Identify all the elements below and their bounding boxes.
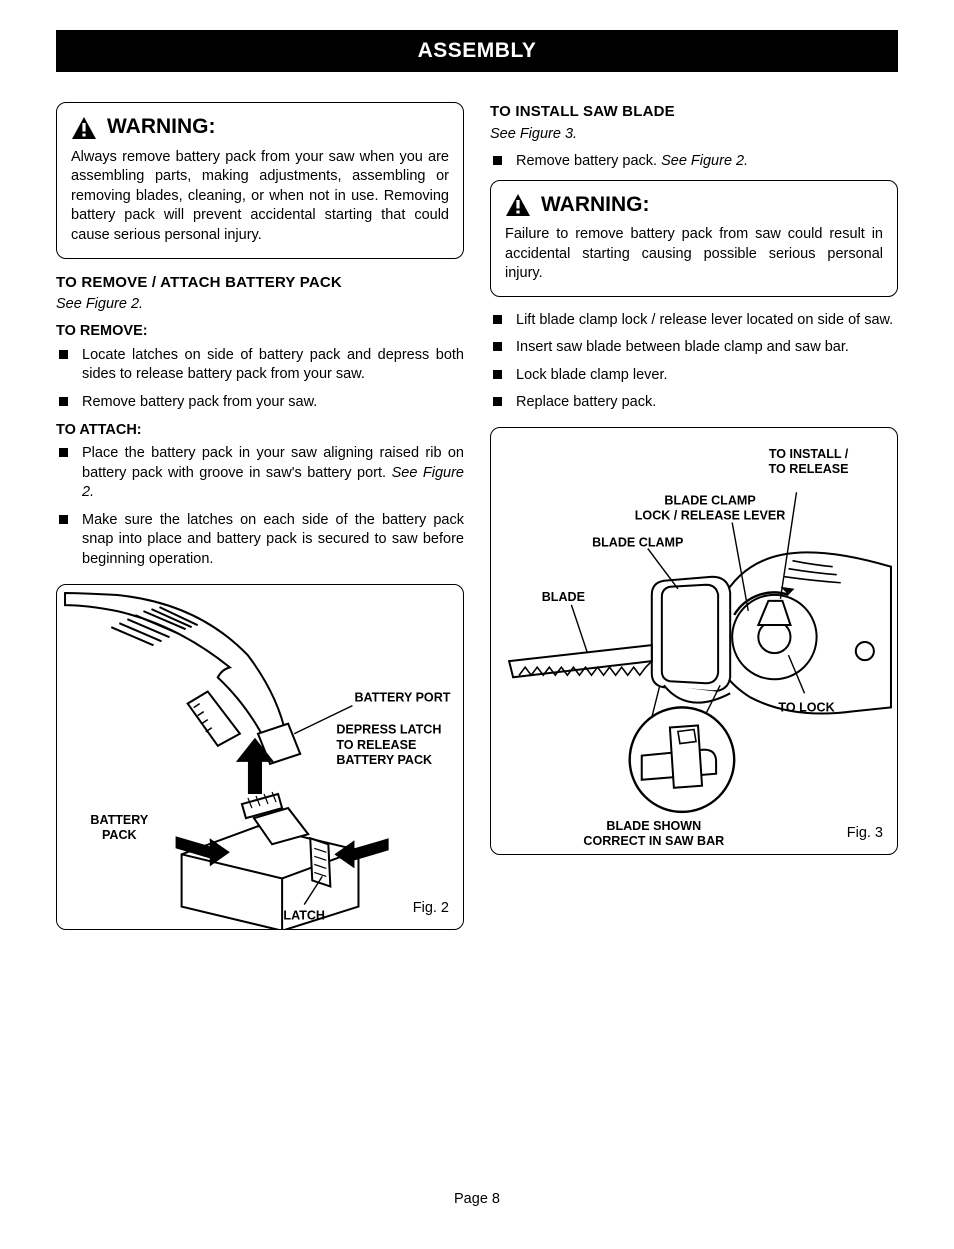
page-number: Page 8 <box>56 1190 898 1210</box>
see-figure-3: See Figure 3. <box>490 125 898 145</box>
label-depress-latch-3: BATTERY PACK <box>336 752 432 766</box>
left-column: WARNING: Always remove battery pack from… <box>56 102 464 929</box>
see-figure-2: See Figure 2. <box>56 295 464 315</box>
label-depress-latch-1: DEPRESS LATCH <box>336 722 441 736</box>
post-warning-list: Lift blade clamp lock / release lever lo… <box>490 311 898 413</box>
section-title-remove-attach: TO REMOVE / ATTACH BATTERY PACK <box>56 273 464 293</box>
warning-triangle-icon <box>505 193 531 217</box>
label-lever-2: LOCK / RELEASE LEVER <box>635 508 786 522</box>
label-depress-latch-2: TO RELEASE <box>336 737 416 751</box>
pre-warning-list: Remove battery pack. See Figure 2. <box>490 152 898 172</box>
figure-3: TO INSTALL / TO RELEASE BLADE CLAMP LOCK… <box>490 427 898 855</box>
label-latch: LATCH <box>283 908 325 922</box>
warning-box-battery: WARNING: Always remove battery pack from… <box>56 102 464 258</box>
label-battery-pack-2: PACK <box>102 828 137 842</box>
label-shown-1: BLADE SHOWN <box>606 819 701 833</box>
section-title-install-blade: TO INSTALL SAW BLADE <box>490 102 898 122</box>
figure-2-svg: BATTERY PORT DEPRESS LATCH TO RELEASE BA… <box>57 585 463 930</box>
warning-header: WARNING: <box>505 191 883 219</box>
label-to-install-2: TO RELEASE <box>769 462 849 476</box>
attach-list: Place the battery pack in your saw align… <box>56 444 464 569</box>
label-blade-clamp: BLADE CLAMP <box>592 536 683 550</box>
subheading-to-remove: TO REMOVE: <box>56 322 464 342</box>
figure-2-caption: Fig. 2 <box>413 899 449 919</box>
list-item: Remove battery pack from your saw. <box>56 393 464 413</box>
warning-body: Failure to remove battery pack from saw … <box>505 225 883 284</box>
list-item: Make sure the latches on each side of th… <box>56 511 464 570</box>
figure-3-caption: Fig. 3 <box>847 824 883 844</box>
remove-list: Locate latches on side of battery pack a… <box>56 346 464 413</box>
label-to-install-1: TO INSTALL / <box>769 447 849 461</box>
label-shown-2: CORRECT IN SAW BAR <box>583 834 724 848</box>
label-blade: BLADE <box>542 590 585 604</box>
list-item: Replace battery pack. <box>490 393 898 413</box>
label-to-lock: TO LOCK <box>778 700 834 714</box>
list-item: Lock blade clamp lever. <box>490 366 898 386</box>
warning-title: WARNING: <box>107 113 216 141</box>
label-battery-pack-1: BATTERY <box>90 813 148 827</box>
warning-body: Always remove battery pack from your saw… <box>71 148 449 246</box>
subheading-to-attach: TO ATTACH: <box>56 421 464 441</box>
warning-header: WARNING: <box>71 113 449 141</box>
list-item: Remove battery pack. See Figure 2. <box>490 152 898 172</box>
figure-3-svg: TO INSTALL / TO RELEASE BLADE CLAMP LOCK… <box>491 428 897 855</box>
list-item: Lift blade clamp lock / release lever lo… <box>490 311 898 331</box>
right-column: TO INSTALL SAW BLADE See Figure 3. Remov… <box>490 102 898 929</box>
section-banner: ASSEMBLY <box>56 30 898 72</box>
list-item: Insert saw blade between blade clamp and… <box>490 338 898 358</box>
label-battery-port: BATTERY PORT <box>354 690 450 704</box>
label-lever-1: BLADE CLAMP <box>664 493 755 507</box>
two-column-layout: WARNING: Always remove battery pack from… <box>56 102 898 929</box>
warning-title: WARNING: <box>541 191 650 219</box>
list-item: Locate latches on side of battery pack a… <box>56 346 464 385</box>
figure-2: BATTERY PORT DEPRESS LATCH TO RELEASE BA… <box>56 584 464 930</box>
list-item: Place the battery pack in your saw align… <box>56 444 464 503</box>
warning-box-blade: WARNING: Failure to remove battery pack … <box>490 180 898 297</box>
warning-triangle-icon <box>71 116 97 140</box>
